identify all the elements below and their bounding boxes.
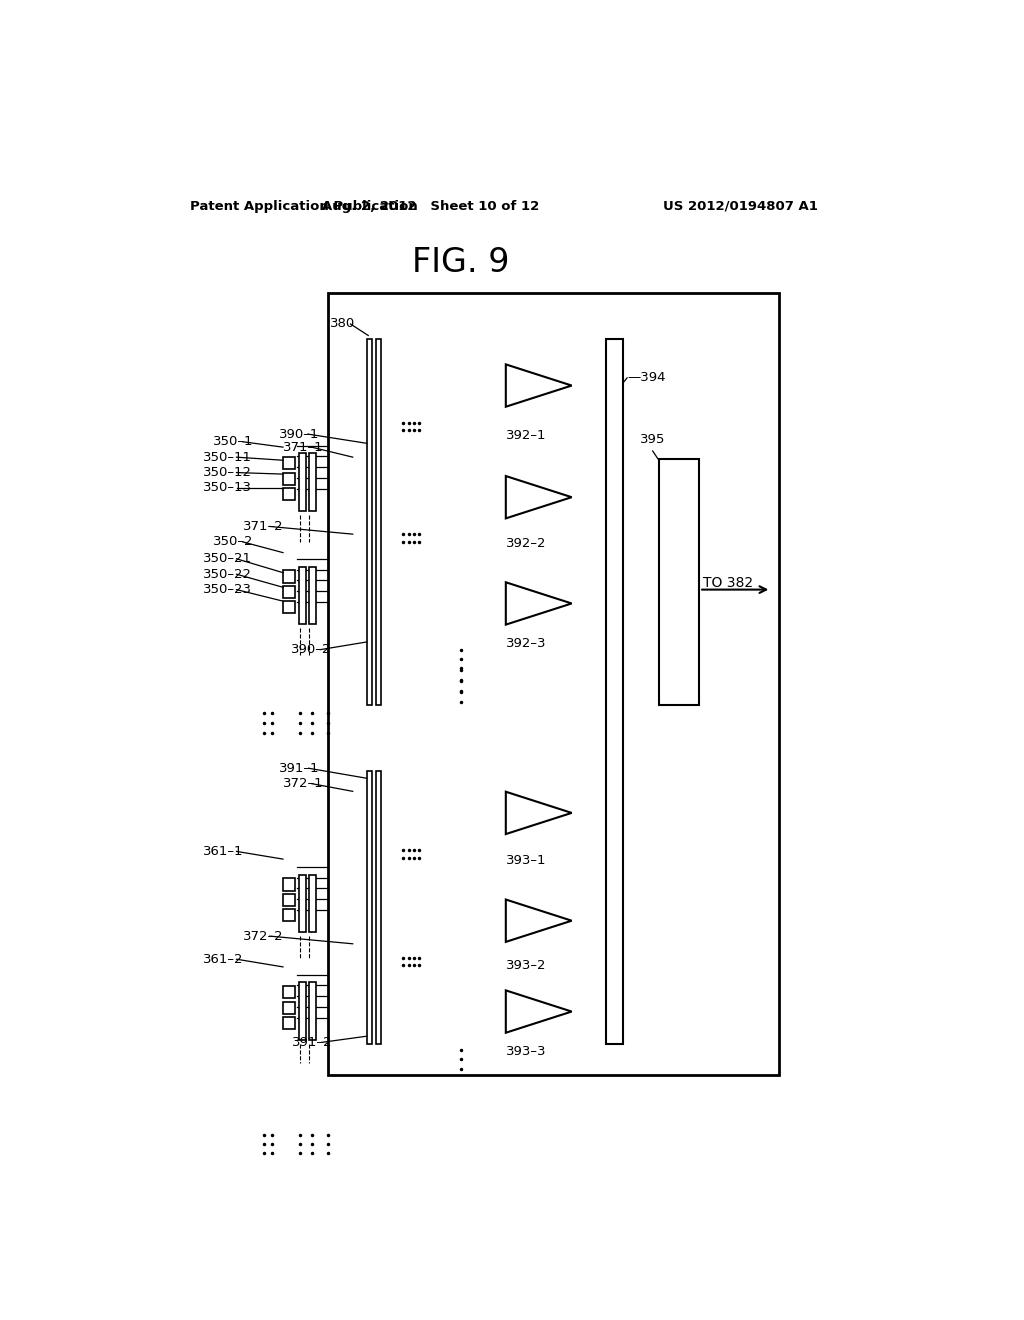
Text: 391–1: 391–1 [280,762,319,775]
Polygon shape [506,582,571,624]
Bar [283,909,295,921]
Polygon shape [506,899,571,942]
Text: Patent Application Publication: Patent Application Publication [190,199,418,213]
Text: 392–2: 392–2 [506,537,547,550]
Text: 371–2: 371–2 [243,520,284,533]
Text: 393–3: 393–3 [506,1045,547,1059]
Bar [308,874,316,932]
Text: 390–1: 390–1 [280,428,319,441]
Bar [283,986,295,998]
Bar [606,339,624,1044]
Bar [283,601,295,614]
Bar [299,566,306,624]
Text: 392–3: 392–3 [506,638,547,649]
Bar [283,488,295,500]
Text: 391–2: 391–2 [292,1036,333,1049]
Text: TO 382: TO 382 [703,577,754,590]
Bar [299,453,306,511]
Text: 395: 395 [640,433,665,446]
Bar [283,894,295,906]
Text: 350–22: 350–22 [203,568,252,581]
Bar [283,586,295,598]
Polygon shape [506,364,571,407]
Bar [328,293,779,1074]
Text: 380: 380 [330,317,354,330]
Text: FIG. 9: FIG. 9 [413,246,510,279]
Bar [299,874,306,932]
Text: 350–11: 350–11 [203,450,252,463]
Polygon shape [506,477,571,519]
Bar [367,771,372,1044]
Bar [299,982,306,1040]
Text: —394: —394 [627,371,666,384]
Bar [308,982,316,1040]
Bar [308,453,316,511]
Bar [367,339,372,705]
Polygon shape [506,990,571,1032]
Bar [283,878,295,891]
Text: 392–1: 392–1 [506,429,547,442]
Text: 350–13: 350–13 [203,482,252,495]
Text: 372–1: 372–1 [283,777,324,791]
Text: Aug. 2, 2012   Sheet 10 of 12: Aug. 2, 2012 Sheet 10 of 12 [322,199,539,213]
Text: 371–1: 371–1 [283,441,324,454]
Bar [283,1016,295,1030]
Bar [658,459,699,705]
Bar [376,771,381,1044]
Bar [283,1002,295,1014]
Bar [308,566,316,624]
Text: 350–23: 350–23 [203,583,252,597]
Text: 393–1: 393–1 [506,854,547,867]
Bar [283,473,295,484]
Text: 372–2: 372–2 [243,929,284,942]
Text: 350–2: 350–2 [213,536,254,548]
Text: 361–2: 361–2 [203,953,244,966]
Polygon shape [506,792,571,834]
Bar [376,339,381,705]
Bar [283,570,295,582]
Text: US 2012/0194807 A1: US 2012/0194807 A1 [663,199,818,213]
Text: 390–2: 390–2 [291,643,331,656]
Text: 350–12: 350–12 [203,466,252,479]
Bar [283,457,295,470]
Text: 393–2: 393–2 [506,958,547,972]
Text: 350–1: 350–1 [213,436,254,449]
Text: 361–1: 361–1 [203,845,244,858]
Text: 350–21: 350–21 [203,552,252,565]
